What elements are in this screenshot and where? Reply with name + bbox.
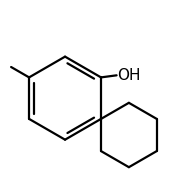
Text: OH: OH bbox=[118, 68, 141, 83]
